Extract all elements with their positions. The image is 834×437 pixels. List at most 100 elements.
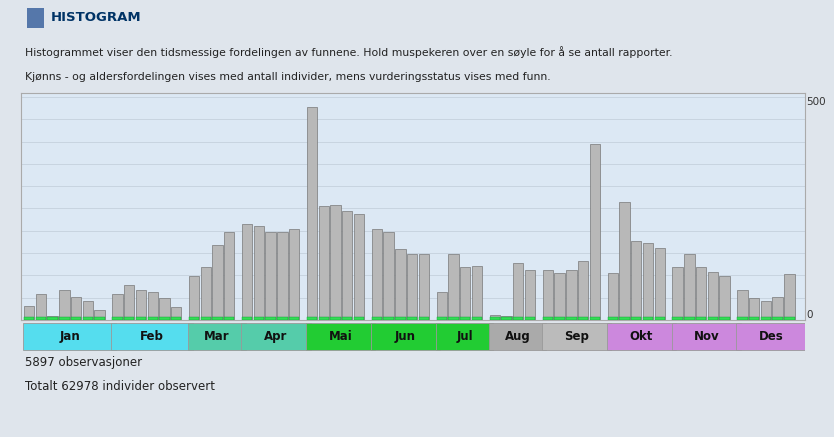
Bar (407, 317, 417, 320)
Bar (696, 317, 706, 320)
Bar (525, 317, 535, 320)
Bar (224, 232, 234, 320)
Bar (354, 214, 364, 320)
Text: Jun: Jun (395, 330, 416, 343)
Bar (513, 263, 524, 320)
Bar (555, 317, 565, 320)
Bar (460, 267, 470, 320)
Bar (578, 317, 588, 320)
Bar (94, 310, 105, 320)
Bar (48, 317, 58, 320)
Bar (643, 243, 653, 320)
Bar (737, 317, 747, 320)
Bar (707, 272, 718, 320)
Text: Sep: Sep (564, 330, 589, 343)
Bar (407, 254, 417, 320)
Bar (643, 317, 653, 320)
Bar (24, 317, 34, 320)
Bar (23, 323, 116, 350)
Bar (608, 273, 618, 320)
Bar (254, 317, 264, 320)
Bar (543, 317, 553, 320)
Text: Histogrammet viser den tidsmessige fordelingen av funnene. Hold muspekeren over : Histogrammet viser den tidsmessige forde… (25, 46, 672, 58)
Bar (472, 317, 482, 320)
Bar (490, 317, 500, 320)
Bar (395, 250, 405, 320)
Bar (566, 270, 576, 320)
Text: 500: 500 (806, 97, 826, 107)
Bar (319, 317, 329, 320)
Bar (188, 323, 246, 350)
Bar (435, 323, 494, 350)
Bar (784, 317, 795, 320)
Bar (224, 317, 234, 320)
Bar (513, 317, 524, 320)
Bar (419, 317, 429, 320)
Text: 5897 observasjoner: 5897 observasjoner (25, 356, 142, 369)
Bar (655, 248, 665, 320)
Bar (419, 254, 429, 320)
Bar (720, 317, 730, 320)
Bar (543, 270, 553, 320)
Bar (265, 232, 276, 320)
Bar (384, 232, 394, 320)
Bar (83, 317, 93, 320)
Bar (159, 317, 169, 320)
Text: Apr: Apr (264, 330, 288, 343)
Bar (555, 273, 565, 320)
Bar (772, 297, 783, 320)
Bar (28, 8, 44, 28)
Bar (265, 317, 276, 320)
Bar (501, 316, 512, 320)
Bar (749, 317, 760, 320)
Bar (83, 301, 93, 320)
Bar (672, 267, 683, 320)
Text: Totalt 62978 individer observert: Totalt 62978 individer observert (25, 380, 215, 393)
Text: 0: 0 (806, 310, 813, 320)
Bar (124, 285, 134, 320)
Bar (684, 254, 695, 320)
Bar (24, 305, 34, 320)
Bar (136, 290, 146, 320)
Bar (448, 254, 459, 320)
Bar (159, 298, 169, 320)
Bar (48, 316, 58, 320)
Bar (113, 317, 123, 320)
Bar (201, 267, 211, 320)
Bar (289, 317, 299, 320)
Bar (436, 292, 447, 320)
Bar (566, 317, 576, 320)
Bar (36, 317, 46, 320)
Bar (148, 292, 158, 320)
Bar (631, 241, 641, 320)
Bar (201, 317, 211, 320)
Bar (94, 317, 105, 320)
Bar (696, 267, 706, 320)
Bar (472, 266, 482, 320)
Bar (242, 224, 253, 320)
Bar (342, 317, 353, 320)
Bar (607, 323, 676, 350)
Bar (772, 317, 783, 320)
Bar (720, 276, 730, 320)
Text: Kjønns - og aldersfordelingen vises med antall individer, mens vurderingsstatus : Kjønns - og aldersfordelingen vises med … (25, 72, 550, 82)
Text: Aug: Aug (505, 330, 530, 343)
Bar (330, 317, 341, 320)
Text: Jan: Jan (59, 330, 80, 343)
Bar (136, 317, 146, 320)
Bar (171, 317, 181, 320)
Bar (277, 232, 288, 320)
Bar (213, 245, 223, 320)
Bar (448, 317, 459, 320)
Bar (71, 297, 82, 320)
Bar (784, 274, 795, 320)
Bar (306, 323, 375, 350)
Bar (189, 276, 199, 320)
Text: Mai: Mai (329, 330, 353, 343)
Bar (490, 315, 500, 320)
Bar (436, 317, 447, 320)
Bar (124, 317, 134, 320)
Bar (112, 323, 193, 350)
Bar (384, 317, 394, 320)
Bar (749, 298, 760, 320)
